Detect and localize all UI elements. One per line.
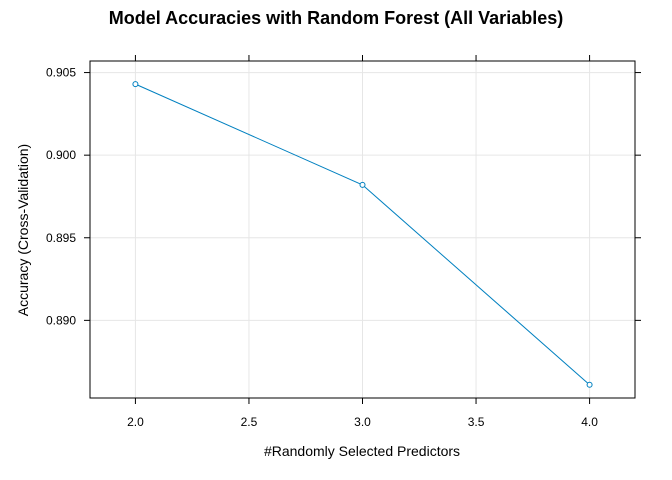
data-point bbox=[359, 181, 366, 188]
x-tick-label: 3.0 bbox=[354, 415, 371, 429]
y-tick-label: 0.895 bbox=[46, 231, 76, 245]
y-tick-label: 0.905 bbox=[46, 66, 76, 80]
x-tick-label: 2.5 bbox=[241, 415, 258, 429]
data-point bbox=[586, 381, 593, 388]
x-tick-label: 2.0 bbox=[127, 415, 144, 429]
grid-lines bbox=[90, 61, 635, 398]
x-tick-label: 4.0 bbox=[581, 415, 598, 429]
data-point bbox=[132, 81, 139, 88]
x-axis-label: #Randomly Selected Predictors bbox=[264, 443, 460, 459]
y-tick-label: 0.900 bbox=[46, 148, 76, 162]
axis-ticks: 2.0 2.5 3.0 3.5 4.0 0.890 0.895 0.900 0.905 bbox=[46, 55, 641, 429]
y-axis-label: Accuracy (Cross-Validation) bbox=[15, 144, 31, 316]
y-tick-label: 0.890 bbox=[46, 313, 76, 327]
series-group bbox=[132, 81, 593, 388]
chart-title: Model Accuracies with Random Forest (All… bbox=[109, 8, 563, 28]
x-tick-label: 3.5 bbox=[468, 415, 485, 429]
